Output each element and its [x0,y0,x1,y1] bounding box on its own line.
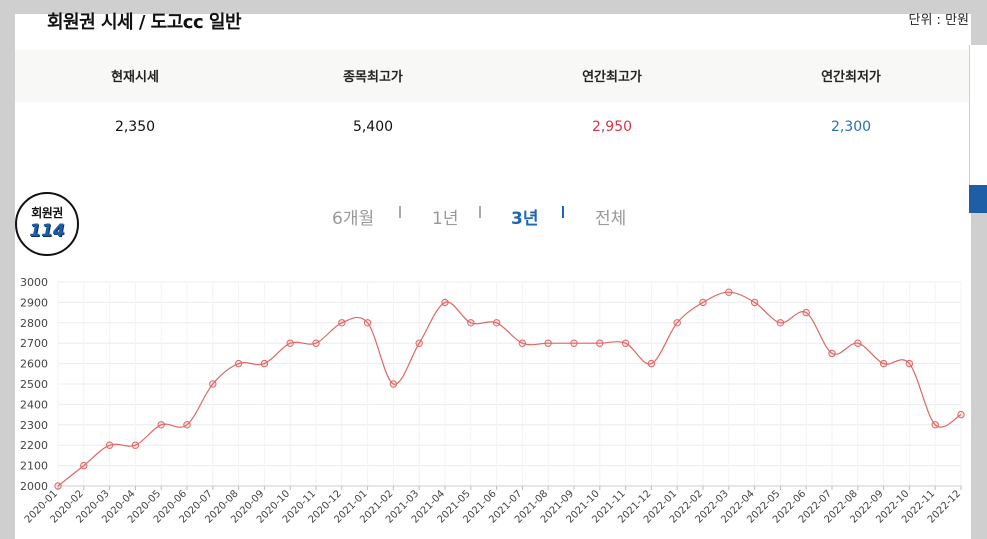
data-point [828,349,836,358]
y-tick-label: 2900 [20,296,48,309]
data-point [931,421,939,429]
y-tick-label: 2100 [20,460,48,473]
logo-text-line1: 회원권 [31,206,63,220]
y-tick-label: 2500 [20,378,48,391]
series-line [57,291,962,487]
logo-text-line2: 114 [29,221,65,241]
data-point [389,380,398,388]
data-point [234,359,243,368]
data-point [621,339,630,347]
data-point [441,298,449,307]
data-point [570,339,578,347]
stat-label-current: 현재시세 [111,70,159,85]
stat-value-annual-low: 2,300 [830,119,872,135]
data-point [518,339,527,347]
data-point [183,421,191,429]
data-point [776,319,785,327]
y-tick-label: 2000 [20,480,48,493]
tab-6-months[interactable]: 6개월 [332,209,375,229]
data-point [363,319,372,327]
y-tick-label: 2300 [20,419,48,432]
data-point [131,441,140,449]
data-point [80,461,88,470]
stat-label-annual-high: 연간최고가 [582,70,642,85]
stats-header-row [15,50,971,102]
data-point [879,359,888,368]
data-point [725,288,733,296]
side-panel-button-edge[interactable] [969,185,987,213]
tab-all[interactable]: 전체 [595,209,627,229]
data-point [492,319,501,327]
data-point [415,339,423,347]
data-point [105,441,114,449]
data-point [596,339,604,347]
data-point [854,339,862,347]
data-point [802,308,810,317]
data-point [647,359,656,368]
data-point [467,319,475,327]
data-point [209,380,217,388]
y-tick-label: 2800 [20,317,48,330]
data-point [260,359,269,368]
page-title: 회원권 시세 / 도고cc 일반 [47,12,242,33]
stat-value-annual-high: 2,950 [591,119,633,135]
data-point [673,319,681,327]
data-point [286,339,294,347]
data-point [699,298,707,307]
stat-label-alltime-high: 종목최고가 [343,70,403,85]
stat-value-alltime-high: 5,400 [352,119,394,135]
y-tick-label: 2400 [20,398,48,411]
stat-label-annual-low: 연간최저가 [821,70,881,85]
tab-separator [562,206,564,218]
y-tick-label: 3000 [20,276,48,289]
data-point [338,319,346,327]
side-panel-edge [969,45,987,213]
data-point [312,339,320,347]
data-point [905,359,914,368]
y-tick-label: 2200 [20,439,48,452]
stat-value-current: 2,350 [114,119,156,135]
tab-separator [399,206,401,218]
y-tick-label: 2600 [20,358,48,371]
y-tick-label: 2700 [20,337,48,350]
tab-3-years[interactable]: 3년 [511,209,539,229]
data-point [957,410,965,419]
membership-114-logo: 회원권 114 [15,192,79,256]
data-point [750,298,759,307]
data-point [54,482,62,490]
data-point [544,339,552,347]
tab-1-year[interactable]: 1년 [432,209,459,229]
unit-label: 단위 : 만원 [908,13,970,28]
tab-separator [479,206,481,218]
data-point [157,421,165,429]
